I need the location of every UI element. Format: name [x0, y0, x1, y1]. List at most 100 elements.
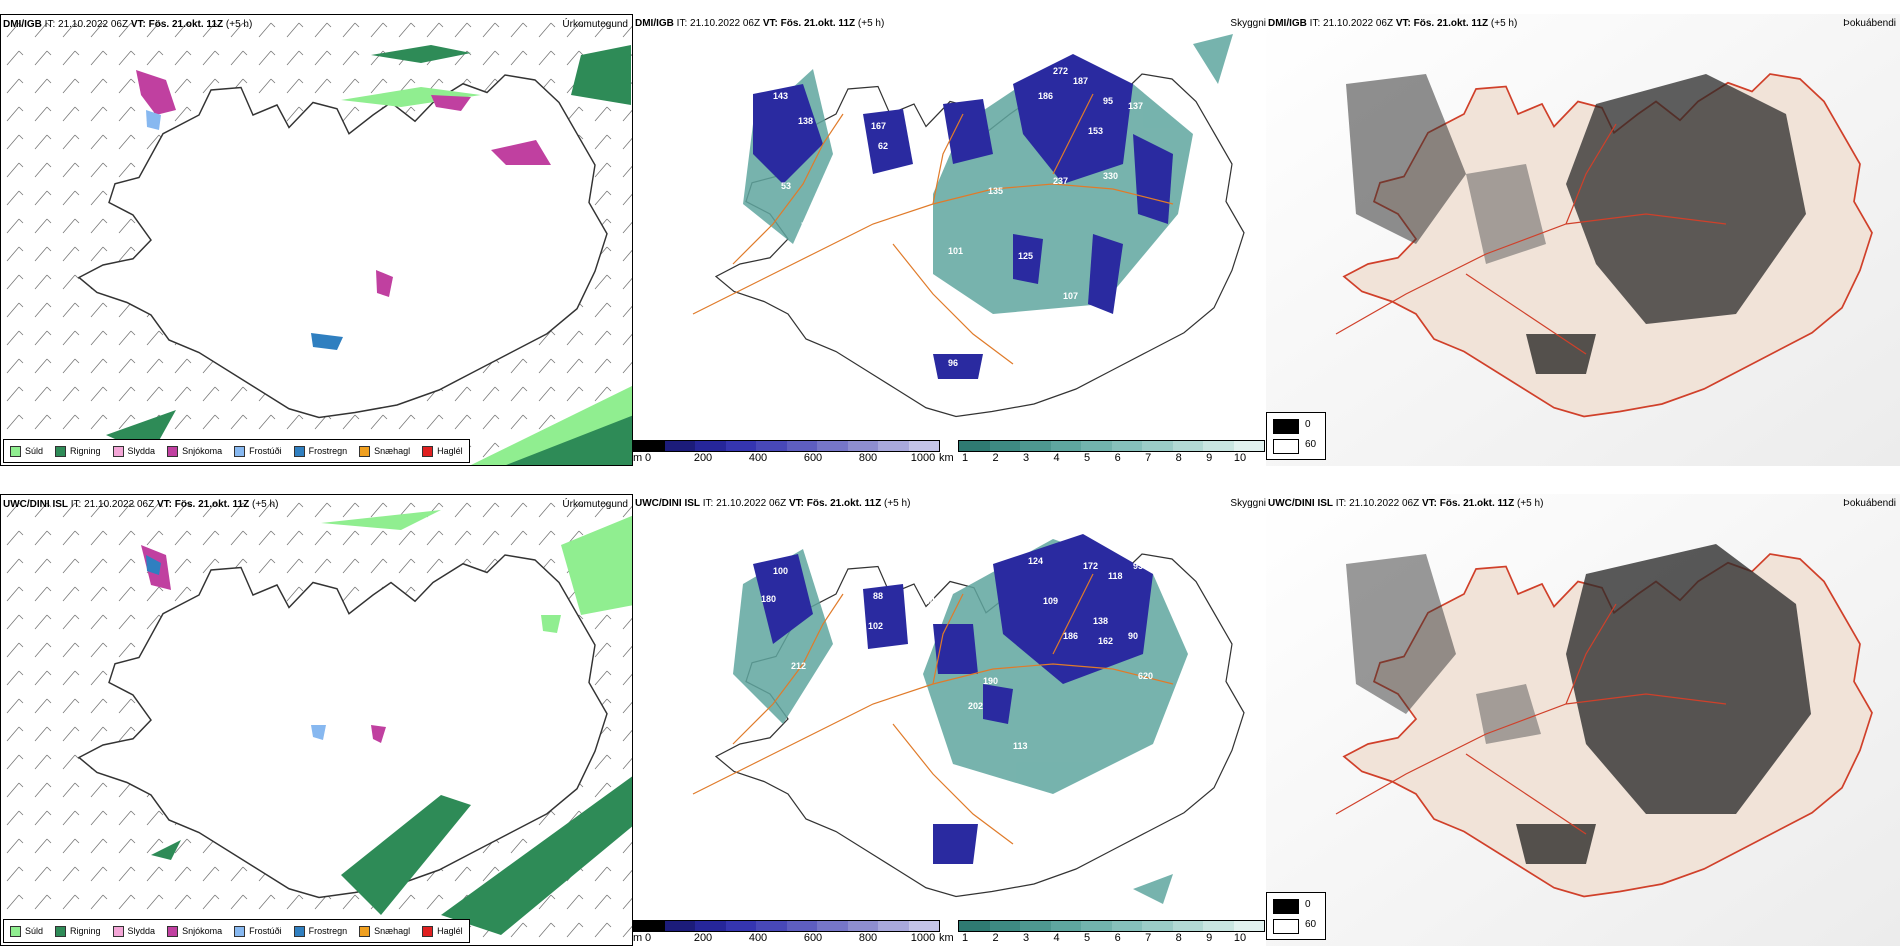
- ceiling-label: 101: [948, 246, 963, 256]
- visibility-tick: 9: [1206, 932, 1213, 944]
- colorbar-segment: [756, 441, 787, 451]
- ceiling-value-labels: 100 180 88 102 94 109 172 118 95 124 138…: [761, 556, 1153, 868]
- cloud-map: 143 138 62 167 70 92 101 135 237 187 272…: [692, 34, 1245, 418]
- ceiling-value-labels: 143 138 62 167 70 92 101 135 237 187 272…: [743, 66, 1143, 368]
- legend-item: Snjókoma: [167, 925, 222, 937]
- fog-swatch: [1273, 419, 1299, 434]
- colorbar-segment: [959, 921, 990, 931]
- ceiling-tick: 400: [748, 452, 768, 464]
- precip-areas: [141, 510, 632, 935]
- ceiling-label: 186: [1038, 91, 1053, 101]
- ceiling-label: 88: [873, 591, 883, 601]
- ceiling-label: 143: [773, 91, 788, 101]
- ceiling-tick: 600: [803, 452, 823, 464]
- visibility-tick: 7: [1145, 932, 1152, 944]
- precip-type-panel-row1: DMI/IGB IT: 21.10.2022 06Z VT: Fös. 21.o…: [0, 14, 633, 466]
- colorbar-segment: [989, 921, 1020, 931]
- colorbar-segment: [756, 921, 787, 931]
- ceiling-label: 90: [1128, 631, 1138, 641]
- legend-item: Rigning: [55, 925, 101, 937]
- ceiling-label: 212: [791, 661, 806, 671]
- fog-label: 60: [1305, 919, 1317, 930]
- legend-item: Haglél: [422, 925, 463, 937]
- ceiling-label: 202: [968, 701, 983, 711]
- precip-type-panel-row2: UWC/DINI ISL IT: 21.10.2022 06Z VT: Fös.…: [0, 494, 633, 946]
- colorbar-segment: [725, 921, 756, 931]
- ceiling-label: 186: [1063, 631, 1078, 641]
- panel-category: Skyggni: [1230, 18, 1266, 29]
- visibility-tick: 2: [992, 932, 999, 944]
- legend-item: Frostregn: [293, 925, 347, 937]
- ceiling-label: 135: [988, 186, 1003, 196]
- legend-item: Snæhagl: [359, 925, 410, 937]
- panel-category: Úrkomutegund: [562, 19, 628, 30]
- ceiling-tick: 800: [858, 452, 878, 464]
- ceiling-tick: 1000: [910, 932, 936, 944]
- panel-category: Úrkomutegund: [562, 499, 628, 510]
- colorbar-segment: [1172, 441, 1203, 451]
- ceiling-label: 167: [871, 121, 886, 131]
- ceiling-label: 118: [1108, 571, 1123, 581]
- ceiling-label: 124: [1028, 556, 1043, 566]
- ceiling-label: 107: [1063, 291, 1078, 301]
- visibility-unit: km: [939, 932, 954, 944]
- ceiling-tick: 0: [644, 932, 652, 944]
- ceiling-label: 125: [1018, 251, 1033, 261]
- ceiling-label: 94: [925, 596, 935, 606]
- visibility-tick: 4: [1053, 452, 1060, 464]
- fog-shading: [1346, 544, 1811, 864]
- ceiling-label: 180: [761, 594, 776, 604]
- colorbar-segment: [817, 921, 848, 931]
- ceiling-tick: 200: [693, 932, 713, 944]
- ceiling-label: 113: [1013, 741, 1028, 751]
- precip-map: [1, 15, 632, 465]
- colorbar-segment: [634, 441, 665, 451]
- fog-panel-row1: DMI/IGB IT: 21.10.2022 06Z VT: Fös. 21.o…: [1266, 14, 1900, 466]
- colorbar-segment: [1233, 921, 1264, 931]
- ceiling-label: 172: [1083, 561, 1098, 571]
- visibility-tick: 6: [1114, 932, 1121, 944]
- cloud-panel-row1: 143 138 62 167 70 92 101 135 237 187 272…: [633, 14, 1266, 466]
- visibility-colorbar: [958, 920, 1265, 932]
- visibility-tick: 10: [1233, 452, 1247, 464]
- ceiling-label: 100: [773, 566, 788, 576]
- fog-label: 60: [1305, 439, 1317, 450]
- precip-legend: Súld Rigning Slydda Snjókoma Frostúði Fr…: [3, 919, 470, 943]
- panel-title: DMI/IGB IT: 21.10.2022 06Z VT: Fös. 21.o…: [1268, 18, 1518, 29]
- fog-swatch: [1273, 919, 1299, 934]
- panel-title: DMI/IGB IT: 21.10.2022 06Z VT: Fös. 21.o…: [635, 18, 885, 29]
- colorbar-segment: [908, 921, 939, 931]
- visibility-tick: 1: [961, 452, 969, 464]
- visibility-tick: 2: [992, 452, 999, 464]
- precip-legend: Súld Rigning Slydda Snjókoma Frostúði Fr…: [3, 439, 470, 463]
- cloud-panel-row2: 100 180 88 102 94 109 172 118 95 124 138…: [633, 494, 1266, 946]
- legend-item: Súld: [10, 925, 43, 937]
- visibility-tick: 10: [1233, 932, 1247, 944]
- legend-item: Frostúði: [234, 925, 282, 937]
- ceiling-label: 138: [1093, 616, 1108, 626]
- visibility-tick: 1: [961, 932, 969, 944]
- fog-panel-row2: UWC/DINI ISL IT: 21.10.2022 06Z VT: Fös.…: [1266, 494, 1900, 946]
- ceiling-tick: 600: [803, 932, 823, 944]
- legend-item: Haglél: [422, 445, 463, 457]
- ceiling-label: 108: [908, 726, 923, 736]
- ceiling-label: 190: [983, 676, 998, 686]
- panel-title: DMI/IGB IT: 21.10.2022 06Z VT: Fös. 21.o…: [3, 19, 253, 30]
- visibility-tick: 3: [1022, 932, 1030, 944]
- visibility-unit: km: [939, 452, 954, 464]
- ceiling-label: 272: [1053, 66, 1068, 76]
- fog-roads: [1335, 603, 1727, 835]
- colorbar-segment: [1233, 441, 1264, 451]
- ceiling-label: 106: [743, 231, 758, 241]
- road-network: [692, 573, 1174, 845]
- ceiling-unit: m: [633, 452, 643, 464]
- visibility-tick: 6: [1114, 452, 1121, 464]
- panel-category: Þokuábendi: [1843, 18, 1896, 29]
- ceiling-label: 187: [1073, 76, 1088, 86]
- colorbar-segment: [1050, 441, 1081, 451]
- legend-item: Slydda: [112, 445, 155, 457]
- visibility-tick: 8: [1175, 932, 1182, 944]
- colorbar-segment: [1050, 921, 1081, 931]
- colorbar-segment: [1020, 921, 1051, 931]
- fog-shading: [1346, 74, 1806, 374]
